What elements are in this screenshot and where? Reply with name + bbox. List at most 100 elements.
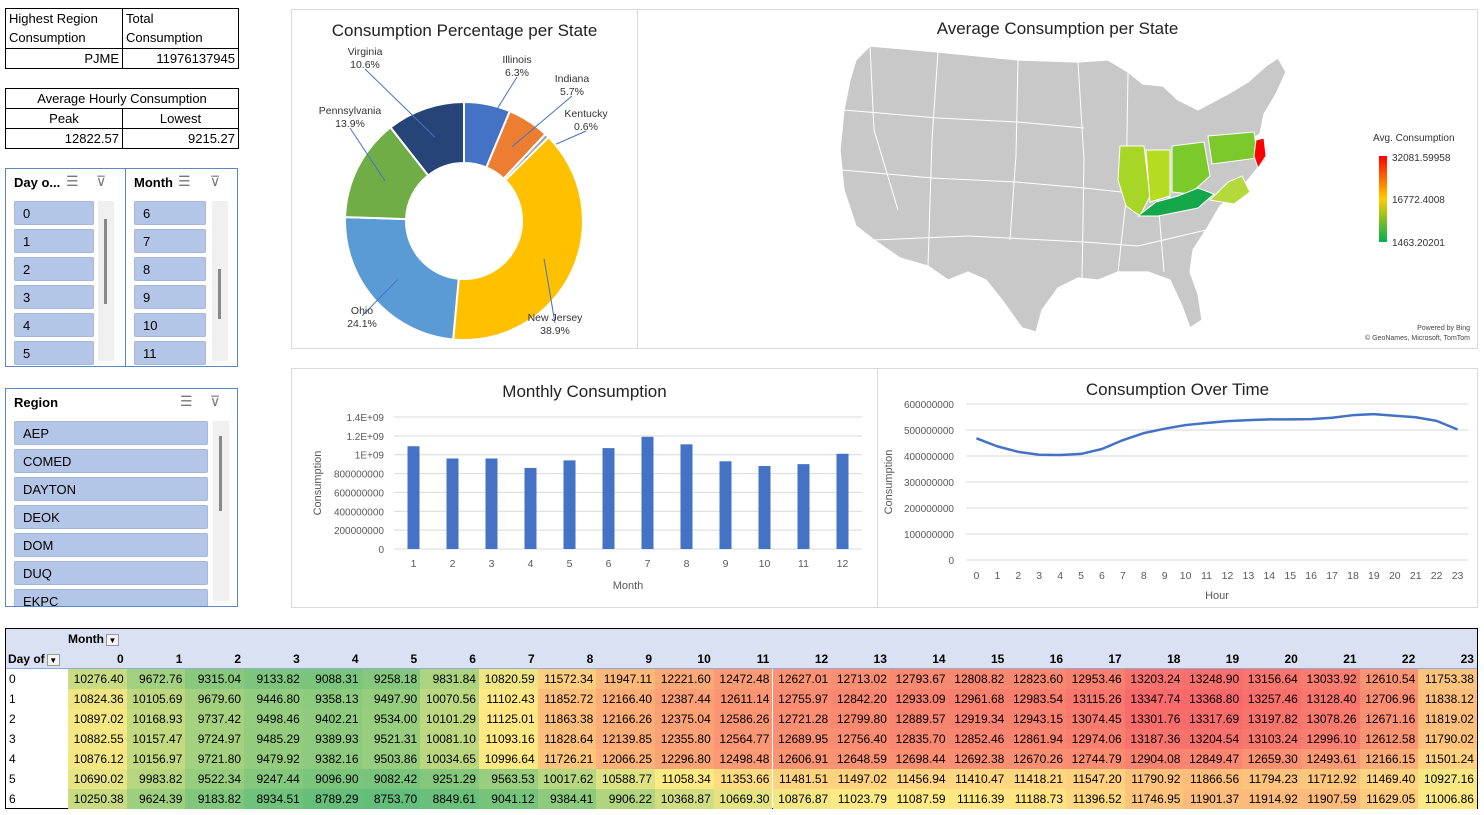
pivot-cell[interactable]: 11125.01 bbox=[478, 709, 538, 729]
pivot-cell[interactable]: 12974.06 bbox=[1066, 729, 1125, 749]
pivot-cell[interactable]: 11838.12 bbox=[1418, 689, 1477, 709]
pivot-cell[interactable]: 12755.97 bbox=[772, 689, 832, 709]
pivot-cell[interactable]: 13248.90 bbox=[1183, 669, 1243, 689]
pivot-cell[interactable]: 11497.02 bbox=[831, 769, 890, 789]
pivot-cell[interactable]: 9983.82 bbox=[126, 769, 186, 789]
pivot-cell[interactable]: 9382.16 bbox=[302, 749, 362, 769]
pivot-cell[interactable]: 11947.11 bbox=[596, 669, 656, 689]
slicer-region-item[interactable]: DUQ bbox=[14, 561, 208, 585]
pivot-cell[interactable]: 9041.12 bbox=[478, 789, 538, 809]
pivot-cell[interactable]: 9258.18 bbox=[361, 669, 421, 689]
pivot-cell[interactable]: 12799.80 bbox=[831, 709, 890, 729]
slicer-month-item[interactable]: 7 bbox=[134, 229, 206, 253]
pivot-cell[interactable]: 11116.39 bbox=[948, 789, 1008, 809]
pivot-cell[interactable]: 11396.52 bbox=[1066, 789, 1125, 809]
pivot-cell[interactable]: 12953.46 bbox=[1066, 669, 1125, 689]
pivot-cell[interactable]: 12919.34 bbox=[948, 709, 1008, 729]
pivot-cell[interactable]: 13115.26 bbox=[1066, 689, 1125, 709]
pivot-cell[interactable]: 12983.54 bbox=[1007, 689, 1067, 709]
pivot-cell[interactable]: 11481.51 bbox=[772, 769, 832, 789]
slicer-day-scrollbar[interactable] bbox=[98, 201, 114, 361]
pivot-cell[interactable]: 13156.64 bbox=[1242, 669, 1301, 689]
pivot-cell[interactable]: 12842.20 bbox=[831, 689, 890, 709]
clear-filter-icon[interactable]: ⊽ bbox=[210, 393, 221, 409]
pivot-cell[interactable]: 11547.20 bbox=[1066, 769, 1125, 789]
pivot-cell[interactable]: 12612.58 bbox=[1359, 729, 1419, 749]
slicer-region-item[interactable]: DEOK bbox=[14, 505, 208, 529]
scroll-thumb[interactable] bbox=[104, 219, 107, 304]
pivot-cell[interactable]: 10250.38 bbox=[68, 789, 127, 809]
pivot-cell[interactable]: 9251.29 bbox=[420, 769, 479, 789]
pivot-cell[interactable]: 11790.02 bbox=[1418, 729, 1477, 749]
pivot-cell[interactable]: 11353.66 bbox=[713, 769, 773, 789]
pivot-cell[interactable]: 11102.43 bbox=[478, 689, 538, 709]
pivot-cell[interactable]: 12648.59 bbox=[831, 749, 890, 769]
pivot-cell[interactable]: 11501.24 bbox=[1418, 749, 1477, 769]
pivot-cell[interactable]: 11712.92 bbox=[1300, 769, 1360, 789]
pivot-cell[interactable]: 13347.74 bbox=[1124, 689, 1184, 709]
slicer-month-item[interactable]: 8 bbox=[134, 257, 206, 281]
pivot-cell[interactable]: 12961.68 bbox=[948, 689, 1008, 709]
multi-select-icon[interactable]: ☰ bbox=[180, 393, 193, 409]
pivot-cell[interactable]: 13257.46 bbox=[1242, 689, 1301, 709]
pivot-cell[interactable]: 10824.36 bbox=[68, 689, 127, 709]
pivot-cell[interactable]: 12493.61 bbox=[1300, 749, 1360, 769]
multi-select-icon[interactable]: ☰ bbox=[66, 173, 79, 189]
pivot-cell[interactable]: 9737.42 bbox=[185, 709, 245, 729]
pivot-cell[interactable]: 11418.21 bbox=[1007, 769, 1067, 789]
pivot-cell[interactable]: 11914.92 bbox=[1242, 789, 1301, 809]
pivot-cell[interactable]: 9389.93 bbox=[302, 729, 362, 749]
pivot-cell[interactable]: 12823.60 bbox=[1007, 669, 1067, 689]
pivot-cell[interactable]: 12166.26 bbox=[596, 709, 656, 729]
pivot-cell[interactable]: 13368.80 bbox=[1183, 689, 1243, 709]
pivot-cell[interactable]: 9672.76 bbox=[126, 669, 186, 689]
pivot-cell[interactable]: 10882.55 bbox=[68, 729, 127, 749]
pivot-cell[interactable]: 11852.72 bbox=[537, 689, 597, 709]
pivot-cell[interactable]: 13187.36 bbox=[1124, 729, 1184, 749]
pivot-cell[interactable]: 11572.34 bbox=[537, 669, 597, 689]
pivot-cell[interactable]: 12472.48 bbox=[713, 669, 773, 689]
pivot-cell[interactable]: 12713.02 bbox=[831, 669, 890, 689]
pivot-cell[interactable]: 9183.82 bbox=[185, 789, 245, 809]
pivot-cell[interactable]: 11006.86 bbox=[1418, 789, 1477, 809]
pivot-cell[interactable]: 10876.12 bbox=[68, 749, 127, 769]
pivot-cell[interactable]: 11819.02 bbox=[1418, 709, 1477, 729]
pivot-cell[interactable]: 12756.40 bbox=[831, 729, 890, 749]
clear-filter-icon[interactable]: ⊽ bbox=[96, 173, 107, 189]
pivot-table[interactable]: Month ▼ Day of ▼ 0 1 2 3 4 5 6 7 8 9 10 11 12 13 14 15 16 1… bbox=[5, 628, 1478, 809]
pivot-cell[interactable]: 13203.24 bbox=[1124, 669, 1184, 689]
pivot-cell[interactable]: 12852.46 bbox=[948, 729, 1008, 749]
pivot-cell[interactable]: 12066.25 bbox=[596, 749, 656, 769]
bar-chart-panel[interactable]: Monthly Consumption 0 200000000 400000000 6… bbox=[291, 368, 878, 608]
line-chart-panel[interactable]: Consumption Over Time 0 100000000 20000000… bbox=[877, 368, 1478, 608]
pivot-cell[interactable]: 12139.85 bbox=[596, 729, 656, 749]
pivot-cell[interactable]: 9724.97 bbox=[185, 729, 245, 749]
pivot-cell[interactable]: 12943.15 bbox=[1007, 709, 1067, 729]
pivot-cell[interactable]: 9563.53 bbox=[478, 769, 538, 789]
pivot-cell[interactable]: 9096.90 bbox=[302, 769, 362, 789]
slicer-region[interactable]: Region ☰ ⊽ AEP COMED DAYTON DEOK DOM DUQ… bbox=[5, 388, 238, 607]
slicer-day-item[interactable]: 0 bbox=[14, 201, 94, 225]
pivot-cell[interactable]: 12166.15 bbox=[1359, 749, 1419, 769]
pivot-cell[interactable]: 10368.87 bbox=[655, 789, 714, 809]
pivot-cell[interactable]: 12793.67 bbox=[889, 669, 949, 689]
pivot-cell[interactable]: 12849.47 bbox=[1183, 749, 1243, 769]
pivot-cell[interactable]: 12296.80 bbox=[655, 749, 714, 769]
pivot-cell[interactable]: 10996.64 bbox=[478, 749, 538, 769]
pivot-cell[interactable]: 10157.47 bbox=[126, 729, 186, 749]
pivot-cell[interactable]: 9315.04 bbox=[185, 669, 245, 689]
pivot-cell[interactable]: 11901.37 bbox=[1183, 789, 1243, 809]
pivot-cell[interactable]: 12808.82 bbox=[948, 669, 1008, 689]
pivot-cell[interactable]: 9402.21 bbox=[302, 709, 362, 729]
pivot-cell[interactable]: 12659.30 bbox=[1242, 749, 1301, 769]
pivot-cell[interactable]: 13033.92 bbox=[1300, 669, 1360, 689]
pivot-cell[interactable]: 11863.38 bbox=[537, 709, 597, 729]
slicer-month-item[interactable]: 9 bbox=[134, 285, 206, 309]
pivot-cell[interactable]: 11410.47 bbox=[948, 769, 1008, 789]
pivot-cell[interactable]: 12835.70 bbox=[889, 729, 949, 749]
pivot-cell[interactable]: 12933.09 bbox=[889, 689, 949, 709]
pivot-cell[interactable]: 8849.61 bbox=[420, 789, 479, 809]
multi-select-icon[interactable]: ☰ bbox=[178, 173, 191, 189]
pivot-cell[interactable]: 12221.60 bbox=[655, 669, 714, 689]
pivot-cell[interactable]: 12564.77 bbox=[713, 729, 773, 749]
